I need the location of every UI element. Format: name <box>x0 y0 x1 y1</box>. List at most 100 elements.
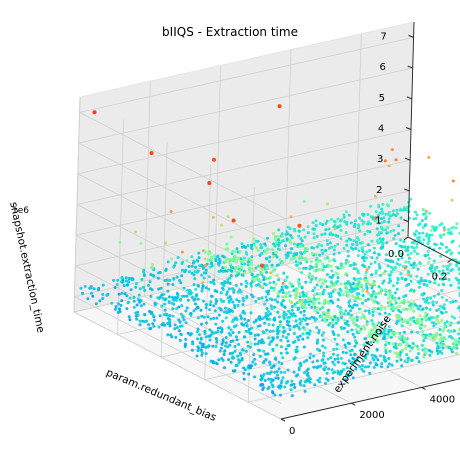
data-point <box>305 373 309 377</box>
data-point <box>174 335 178 339</box>
data-point <box>411 342 415 345</box>
band-point <box>252 267 256 271</box>
data-point <box>149 273 153 277</box>
data-point <box>240 242 244 246</box>
data-point <box>336 234 340 238</box>
data-point <box>167 319 171 323</box>
data-point <box>367 311 371 315</box>
data-point <box>113 307 117 311</box>
data-point <box>387 357 391 360</box>
data-point <box>366 352 370 355</box>
data-point <box>241 309 245 313</box>
data-point <box>154 302 158 306</box>
data-point <box>352 303 356 307</box>
data-point <box>290 236 294 240</box>
band-point <box>280 234 284 238</box>
data-point <box>451 239 455 243</box>
data-point <box>457 268 460 272</box>
band-point <box>287 290 291 294</box>
data-point <box>160 304 164 308</box>
data-point <box>373 194 377 198</box>
band-point <box>452 343 456 347</box>
data-point <box>370 319 374 323</box>
data-point <box>79 286 83 290</box>
data-point <box>282 326 285 329</box>
data-point <box>290 394 294 398</box>
data-point <box>234 283 238 287</box>
band-point <box>361 313 365 317</box>
band-point <box>276 292 280 296</box>
data-point <box>374 210 378 214</box>
data-point <box>316 340 319 343</box>
data-point <box>247 319 250 322</box>
data-point <box>332 347 336 351</box>
band-point <box>319 277 323 282</box>
data-point <box>382 330 386 333</box>
data-point <box>383 327 387 331</box>
data-point <box>360 219 364 223</box>
data-point <box>346 249 350 253</box>
data-point <box>404 294 408 298</box>
data-point <box>368 249 372 252</box>
data-point <box>88 286 92 290</box>
data-point <box>136 313 140 317</box>
data-point <box>406 321 410 325</box>
data-point <box>331 376 335 380</box>
data-point <box>166 317 170 320</box>
data-point <box>185 259 189 263</box>
data-point <box>149 311 153 315</box>
data-point <box>342 213 346 217</box>
data-point <box>370 256 374 260</box>
data-point <box>258 315 262 318</box>
data-point <box>336 279 340 283</box>
data-point <box>367 265 371 269</box>
band-point <box>304 306 308 310</box>
data-point <box>287 320 291 324</box>
data-point <box>389 328 393 332</box>
data-point <box>143 274 146 277</box>
data-point <box>292 332 296 335</box>
data-point <box>377 241 380 245</box>
data-point <box>219 330 223 334</box>
data-point <box>356 223 360 227</box>
data-point <box>279 393 282 397</box>
data-point <box>172 302 176 306</box>
data-point <box>253 333 257 337</box>
band-point <box>313 269 317 273</box>
data-point <box>101 292 105 296</box>
data-point <box>217 257 221 261</box>
data-point <box>318 380 321 384</box>
data-point <box>163 308 167 312</box>
data-point <box>457 286 460 290</box>
data-point <box>156 276 160 280</box>
data-point <box>357 238 361 242</box>
data-point <box>305 369 309 373</box>
data-point <box>151 322 155 326</box>
data-point <box>415 245 419 249</box>
band-point <box>296 260 300 265</box>
data-point <box>355 318 359 322</box>
data-point <box>376 216 380 219</box>
data-point <box>425 283 429 287</box>
data-point <box>131 277 135 281</box>
band-point <box>346 293 350 297</box>
data-point <box>350 328 354 332</box>
band-point <box>312 299 316 303</box>
data-point <box>284 381 288 385</box>
data-point <box>428 267 432 270</box>
data-points <box>79 104 460 398</box>
band-point <box>418 325 422 329</box>
data-point <box>214 345 218 348</box>
data-point <box>399 244 403 248</box>
data-point <box>281 239 285 243</box>
data-point <box>433 281 437 285</box>
data-point <box>429 296 433 300</box>
data-point <box>225 290 229 294</box>
data-point <box>344 345 348 349</box>
data-point <box>189 289 192 293</box>
data-point <box>148 280 152 284</box>
data-point <box>425 333 429 337</box>
data-point <box>441 342 445 346</box>
data-point <box>260 251 264 255</box>
data-point <box>336 242 340 246</box>
